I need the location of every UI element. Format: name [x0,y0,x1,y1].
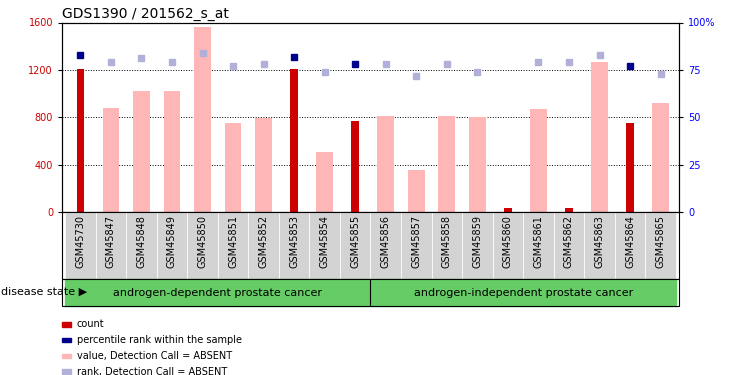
FancyBboxPatch shape [615,212,645,279]
Bar [530,109,547,212]
Bar [194,27,211,212]
Text: androgen-independent prostate cancer: androgen-independent prostate cancer [413,288,633,297]
Bar [469,117,485,212]
FancyBboxPatch shape [493,212,523,279]
Text: androgen-dependent prostate cancer: androgen-dependent prostate cancer [113,288,322,297]
Text: GSM45861: GSM45861 [534,215,543,268]
Text: GSM45860: GSM45860 [503,215,513,268]
Bar [565,209,573,212]
Bar [504,209,512,212]
FancyBboxPatch shape [157,212,188,279]
Text: GSM45849: GSM45849 [167,215,177,268]
FancyBboxPatch shape [340,212,371,279]
Text: GSM45850: GSM45850 [198,215,207,268]
Bar [408,170,425,212]
FancyBboxPatch shape [65,212,96,279]
Bar [626,123,634,212]
Bar [377,116,394,212]
Text: value, Detection Call = ABSENT: value, Detection Call = ABSENT [77,351,232,361]
Text: GSM45855: GSM45855 [350,215,360,268]
Text: GSM45863: GSM45863 [594,215,604,268]
Text: GDS1390 / 201562_s_at: GDS1390 / 201562_s_at [62,8,229,21]
Text: GSM45848: GSM45848 [137,215,147,268]
Bar [371,279,676,306]
FancyBboxPatch shape [248,212,279,279]
FancyBboxPatch shape [126,212,157,279]
Text: GSM45864: GSM45864 [625,215,635,268]
Bar [133,91,150,212]
Text: GSM45853: GSM45853 [289,215,299,268]
Bar [351,121,359,212]
Bar [102,108,119,212]
FancyBboxPatch shape [584,212,615,279]
FancyBboxPatch shape [553,212,584,279]
Text: percentile rank within the sample: percentile rank within the sample [77,335,242,345]
Bar [255,118,272,212]
Bar [164,91,180,212]
Text: GSM45865: GSM45865 [656,215,666,268]
FancyBboxPatch shape [523,212,553,279]
FancyBboxPatch shape [371,212,401,279]
Text: GSM45854: GSM45854 [320,215,330,268]
FancyBboxPatch shape [645,212,676,279]
Bar [591,62,608,212]
Text: GSM45856: GSM45856 [381,215,391,268]
FancyBboxPatch shape [188,212,218,279]
Text: disease state ▶: disease state ▶ [1,287,88,297]
Bar [291,69,298,212]
Bar [439,116,456,212]
Bar [225,123,242,212]
Bar [65,279,371,306]
Bar [316,152,333,212]
Bar [77,69,84,212]
Text: GSM45859: GSM45859 [472,215,483,268]
Text: GSM45851: GSM45851 [228,215,238,268]
Text: GSM45730: GSM45730 [75,215,85,268]
Text: rank, Detection Call = ABSENT: rank, Detection Call = ABSENT [77,367,227,375]
Text: GSM45858: GSM45858 [442,215,452,268]
FancyBboxPatch shape [218,212,248,279]
FancyBboxPatch shape [96,212,126,279]
Text: GSM45847: GSM45847 [106,215,116,268]
Text: count: count [77,320,104,329]
Text: GSM45852: GSM45852 [258,215,269,268]
FancyBboxPatch shape [279,212,310,279]
Text: GSM45857: GSM45857 [411,215,421,268]
FancyBboxPatch shape [462,212,493,279]
Text: GSM45862: GSM45862 [564,215,574,268]
FancyBboxPatch shape [431,212,462,279]
FancyBboxPatch shape [310,212,340,279]
FancyBboxPatch shape [401,212,431,279]
Bar [652,103,669,212]
